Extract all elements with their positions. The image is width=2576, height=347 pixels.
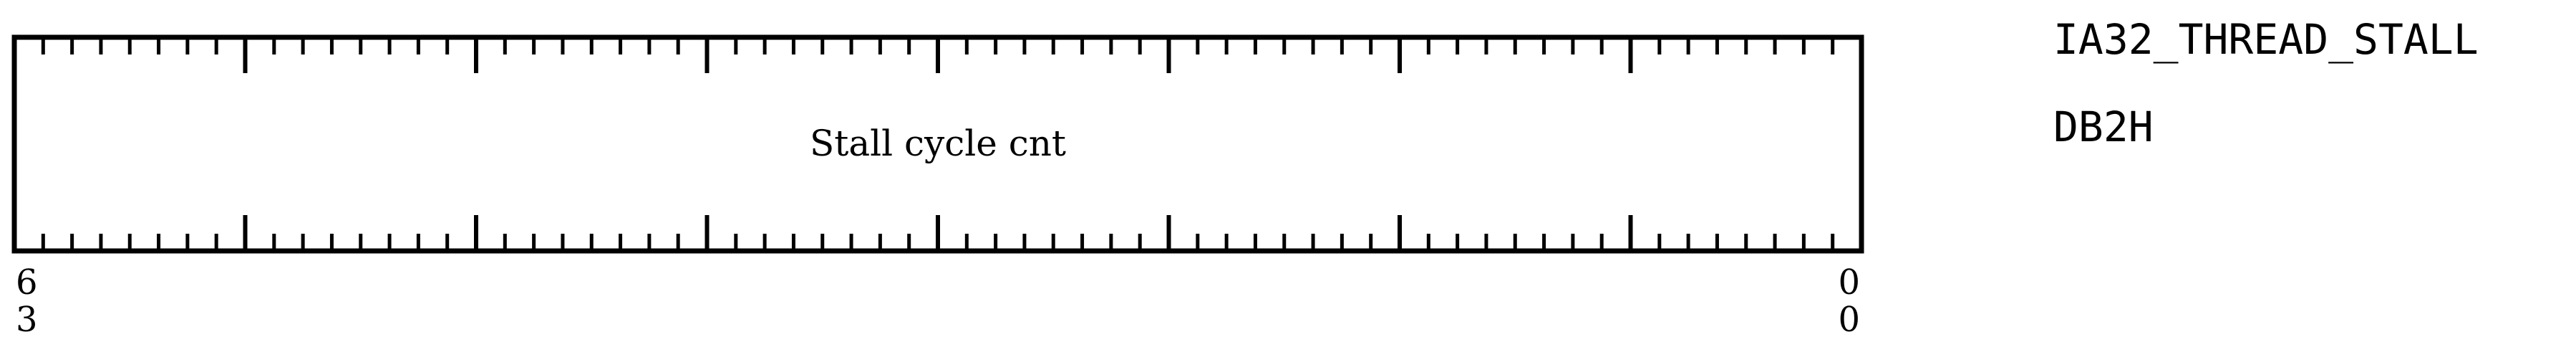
register-name: IA32_THREAD_STALL [2053,15,2479,64]
field-label-stall-cycle-cnt: Stall cycle cnt [810,123,1066,164]
bit-label-lsb-ones: 0 [1838,300,1860,340]
bit-tick-marks [41,37,1835,251]
bit-label-lsb-tens: 0 [1838,262,1860,303]
register-address: DB2H [2053,103,2154,151]
bit-label-msb-ones: 3 [16,300,38,340]
bit-label-msb-tens: 6 [16,262,38,303]
